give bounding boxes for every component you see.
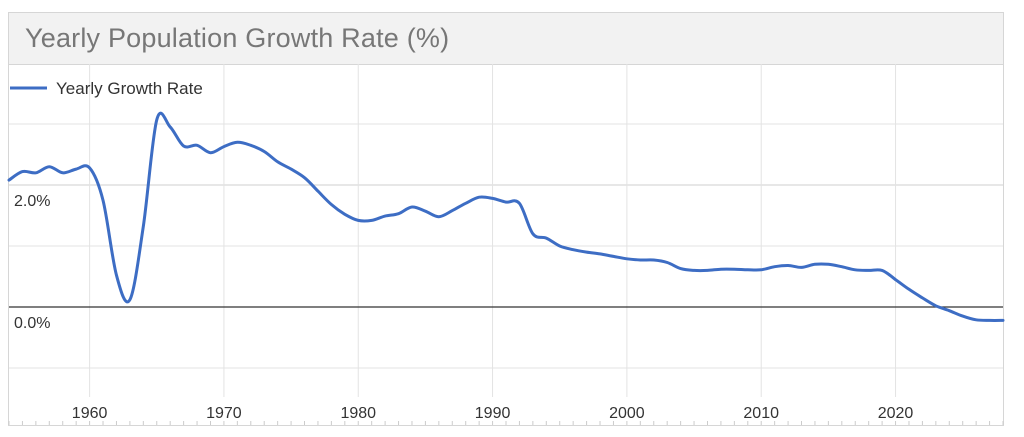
y-tick-label: 0.0% xyxy=(14,315,50,332)
y-tick-label: 2.0% xyxy=(14,193,50,210)
data-point[interactable] xyxy=(355,217,361,223)
x-tick-label: 2020 xyxy=(878,405,914,422)
data-point[interactable] xyxy=(637,257,643,263)
data-point[interactable] xyxy=(557,243,563,249)
data-point[interactable] xyxy=(422,208,428,214)
data-point[interactable] xyxy=(234,139,240,145)
data-point[interactable] xyxy=(758,267,764,273)
x-tick-label: 2010 xyxy=(743,405,779,422)
data-point[interactable] xyxy=(772,264,778,270)
data-point[interactable] xyxy=(651,257,657,263)
legend-label[interactable]: Yearly Growth Rate xyxy=(56,79,203,98)
data-point[interactable] xyxy=(597,251,603,257)
data-point[interactable] xyxy=(799,264,805,270)
data-point[interactable] xyxy=(933,303,939,309)
data-point[interactable] xyxy=(960,313,966,319)
data-point[interactable] xyxy=(530,231,536,237)
data-point[interactable] xyxy=(731,266,737,272)
data-point[interactable] xyxy=(584,249,590,255)
data-point[interactable] xyxy=(207,150,213,156)
data-point[interactable] xyxy=(396,211,402,217)
data-point[interactable] xyxy=(288,166,294,172)
data-point[interactable] xyxy=(906,286,912,292)
data-point[interactable] xyxy=(181,143,187,149)
data-point[interactable] xyxy=(691,267,697,273)
data-point[interactable] xyxy=(745,267,751,273)
data-point[interactable] xyxy=(113,272,119,278)
data-point[interactable] xyxy=(315,188,321,194)
x-tick-label: 1990 xyxy=(475,405,511,422)
data-point[interactable] xyxy=(490,195,496,201)
axis-layer: 1960 1970 1980 1990 2000 2010 2020 2.0% 0.0% xyxy=(8,193,1004,425)
data-point[interactable] xyxy=(785,263,791,269)
x-tick-label: 1970 xyxy=(206,405,242,422)
data-point[interactable] xyxy=(718,266,724,272)
data-point[interactable] xyxy=(436,214,442,220)
data-point[interactable] xyxy=(852,267,858,273)
data-point[interactable] xyxy=(6,177,12,183)
data-point[interactable] xyxy=(476,194,482,200)
data-point[interactable] xyxy=(167,124,173,130)
data-point[interactable] xyxy=(946,308,952,314)
data-point[interactable] xyxy=(87,165,93,171)
x-tick-label: 1980 xyxy=(340,405,376,422)
legend[interactable]: Yearly Growth Rate xyxy=(10,79,203,98)
chart-frame: Yearly Population Growth Rate (%) xyxy=(8,12,1004,426)
data-point[interactable] xyxy=(664,259,670,265)
data-point[interactable] xyxy=(678,266,684,272)
data-point[interactable] xyxy=(449,208,455,214)
series-layer xyxy=(6,111,1006,323)
data-point[interactable] xyxy=(33,170,39,176)
data-point[interactable] xyxy=(543,235,549,241)
chart-title: Yearly Population Growth Rate (%) xyxy=(25,23,450,53)
data-point[interactable] xyxy=(1000,317,1006,323)
data-point[interactable] xyxy=(704,267,710,273)
data-point[interactable] xyxy=(516,200,522,206)
data-point[interactable] xyxy=(987,317,993,323)
series-line-yearly-growth-rate[interactable] xyxy=(7,111,1005,322)
data-point[interactable] xyxy=(328,202,334,208)
data-point[interactable] xyxy=(302,175,308,181)
chart-title-bar: Yearly Population Growth Rate (%) xyxy=(9,13,1003,65)
x-tick-label: 1960 xyxy=(72,405,108,422)
data-point[interactable] xyxy=(60,170,66,176)
data-point[interactable] xyxy=(342,211,348,217)
data-point[interactable] xyxy=(46,164,52,170)
data-point[interactable] xyxy=(382,213,388,219)
data-point[interactable] xyxy=(154,117,160,123)
data-point[interactable] xyxy=(812,261,818,267)
data-point[interactable] xyxy=(825,261,831,267)
data-point[interactable] xyxy=(624,256,630,262)
data-point[interactable] xyxy=(19,169,25,175)
data-point[interactable] xyxy=(221,144,227,150)
data-point[interactable] xyxy=(275,159,281,165)
data-point[interactable] xyxy=(127,297,133,303)
data-point[interactable] xyxy=(503,199,509,205)
data-point[interactable] xyxy=(570,247,576,253)
data-point[interactable] xyxy=(839,264,845,270)
data-point[interactable] xyxy=(140,223,146,229)
data-point[interactable] xyxy=(369,217,375,223)
x-tick-label: 2000 xyxy=(609,405,645,422)
data-point[interactable] xyxy=(261,148,267,154)
data-point[interactable] xyxy=(973,317,979,323)
data-point[interactable] xyxy=(248,142,254,148)
data-point[interactable] xyxy=(100,197,106,203)
data-point[interactable] xyxy=(194,142,200,148)
data-point[interactable] xyxy=(866,267,872,273)
data-point[interactable] xyxy=(919,295,925,301)
data-point[interactable] xyxy=(73,166,79,172)
data-point[interactable] xyxy=(893,277,899,283)
grid-layer xyxy=(9,64,1003,397)
data-point[interactable] xyxy=(879,267,885,273)
data-point[interactable] xyxy=(409,204,415,210)
data-point[interactable] xyxy=(463,200,469,206)
data-point[interactable] xyxy=(610,253,616,259)
